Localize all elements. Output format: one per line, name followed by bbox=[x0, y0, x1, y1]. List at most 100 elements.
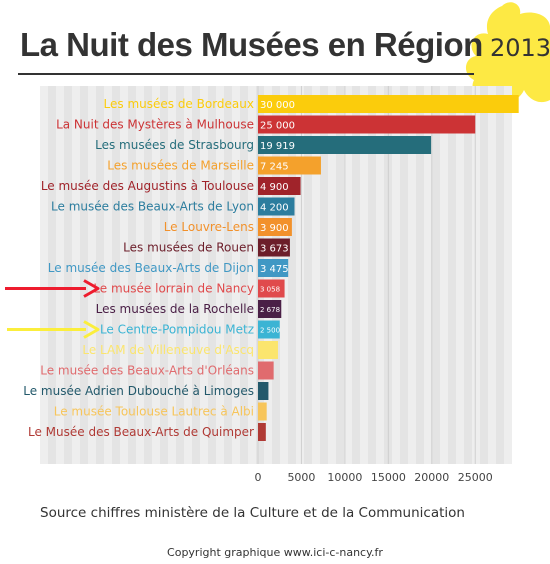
background-stripe bbox=[120, 86, 128, 464]
value-label: 3 673 bbox=[260, 244, 289, 255]
category-label: Le musée Adrien Dubouché à Limoges bbox=[23, 384, 254, 398]
background-stripe bbox=[64, 86, 72, 464]
background-stripe bbox=[216, 86, 224, 464]
x-tick-label: 25000 bbox=[458, 471, 493, 484]
bar bbox=[258, 341, 278, 359]
category-label: Le Centre-Pompidou Metz bbox=[100, 323, 254, 337]
category-label: Le musée Toulouse Lautrec à Albi bbox=[54, 405, 254, 419]
background-stripe bbox=[376, 86, 384, 464]
category-label: Les musées de Marseille bbox=[107, 159, 254, 173]
background-stripe bbox=[472, 86, 480, 464]
background-stripe bbox=[88, 86, 96, 464]
bar bbox=[258, 238, 290, 257]
x-tick-label: 5000 bbox=[287, 471, 315, 484]
background-stripe bbox=[208, 86, 216, 464]
bar bbox=[258, 423, 266, 441]
bar bbox=[258, 177, 301, 195]
background-stripe bbox=[136, 86, 144, 464]
copyright-note: Copyright graphique www.ici-c-nancy.fr bbox=[167, 546, 383, 559]
background-stripe bbox=[48, 86, 56, 464]
source-note: Source chiffres ministère de la Culture … bbox=[40, 505, 465, 521]
category-label: Les musées de la Rochelle bbox=[96, 302, 254, 316]
category-label: Le musée des Beaux-Arts d'Orléans bbox=[40, 364, 254, 378]
x-tick-label: 20000 bbox=[414, 471, 449, 484]
background-stripe bbox=[328, 86, 336, 464]
bar bbox=[258, 320, 280, 339]
background-stripe bbox=[480, 86, 488, 464]
background-stripe bbox=[112, 86, 120, 464]
background-stripe bbox=[168, 86, 176, 464]
bar bbox=[258, 136, 432, 154]
bar bbox=[258, 361, 274, 380]
bar bbox=[258, 382, 269, 400]
value-label: 2 678 bbox=[260, 306, 280, 314]
x-tick-label: 10000 bbox=[327, 471, 362, 484]
background-stripe bbox=[96, 86, 104, 464]
bar-chart: 0 5000 10000 15000 20000 25000 Les musées de B… bbox=[5, 86, 519, 484]
category-label: Le musée des Augustins à Toulouse bbox=[41, 179, 254, 193]
x-tick-label: 15000 bbox=[371, 471, 406, 484]
background-stripe bbox=[80, 86, 88, 464]
value-label: 3 475 bbox=[260, 264, 289, 275]
background-stripe bbox=[304, 86, 312, 464]
background-stripe bbox=[312, 86, 320, 464]
background-stripe bbox=[104, 86, 112, 464]
value-label: 3 058 bbox=[260, 286, 280, 294]
value-label: 2 500 bbox=[260, 327, 280, 335]
category-label: Le musée des Beaux-Arts de Dijon bbox=[48, 261, 254, 275]
category-label: Le Musée des Beaux-Arts de Quimper bbox=[28, 425, 254, 439]
bar bbox=[258, 197, 295, 216]
bar bbox=[258, 218, 292, 236]
bar bbox=[258, 95, 519, 113]
background-stripe bbox=[400, 86, 408, 464]
category-label: Les musées de Bordeaux bbox=[104, 97, 254, 111]
category-label: Les musées de Strasbourg bbox=[95, 138, 254, 152]
background-stripe bbox=[176, 86, 184, 464]
bar bbox=[258, 402, 267, 421]
bar bbox=[258, 279, 285, 298]
background-stripe bbox=[424, 86, 432, 464]
background-stripe bbox=[488, 86, 496, 464]
background-stripe bbox=[352, 86, 360, 464]
category-label: Le musée des Beaux-Arts de Lyon bbox=[51, 200, 254, 214]
background-stripe bbox=[360, 86, 368, 464]
background-stripe bbox=[496, 86, 504, 464]
background-stripe bbox=[440, 86, 448, 464]
background-stripe bbox=[144, 86, 152, 464]
value-label: 19 919 bbox=[260, 141, 295, 152]
background-stripe bbox=[344, 86, 352, 464]
background-stripe bbox=[192, 86, 200, 464]
x-tick-label: 0 bbox=[255, 471, 262, 484]
background-stripe bbox=[200, 86, 208, 464]
page-title: La Nuit des Musées en Région bbox=[20, 26, 483, 63]
category-label: Les musées de Rouen bbox=[123, 241, 254, 255]
category-label: Le LAM de Villeneuve d'Ascq bbox=[82, 343, 254, 357]
background-stripe bbox=[248, 86, 256, 464]
bar bbox=[258, 156, 321, 175]
yellow-paint-splash bbox=[465, 2, 550, 103]
bar bbox=[258, 259, 289, 277]
background-stripe bbox=[152, 86, 160, 464]
value-label: 4 900 bbox=[260, 182, 289, 193]
background-stripe bbox=[320, 86, 328, 464]
title-year: 2013 bbox=[490, 34, 550, 62]
background-stripe bbox=[232, 86, 240, 464]
background-stripe bbox=[56, 86, 64, 464]
title-underline bbox=[18, 73, 474, 75]
annotation-arrow-head bbox=[83, 320, 100, 339]
value-label: 7 245 bbox=[260, 162, 289, 173]
background-stripe bbox=[504, 86, 512, 464]
background-stripe bbox=[40, 86, 48, 464]
background-stripe bbox=[408, 86, 416, 464]
background-stripe bbox=[128, 86, 136, 464]
background-stripe bbox=[448, 86, 456, 464]
category-label: Le Louvre-Lens bbox=[164, 220, 254, 234]
background-stripe bbox=[288, 86, 296, 464]
annotation-arrow-head bbox=[83, 279, 100, 298]
background-stripe bbox=[416, 86, 424, 464]
bar bbox=[258, 115, 476, 134]
background-stripe bbox=[240, 86, 248, 464]
background-stripe bbox=[184, 86, 192, 464]
background-stripe bbox=[392, 86, 400, 464]
background-stripe bbox=[336, 86, 344, 464]
